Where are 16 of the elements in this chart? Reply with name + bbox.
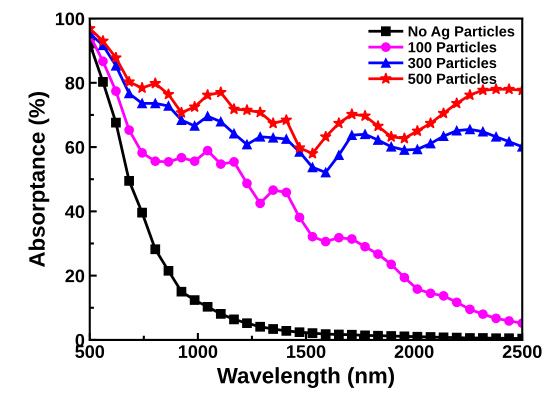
legend-label: No Ag Particles bbox=[408, 26, 514, 40]
y-axis-title: Absorptance (%) bbox=[28, 92, 50, 267]
y-tick-label: 60 bbox=[65, 141, 84, 154]
y-tick-label: 80 bbox=[65, 76, 84, 90]
x-tick-label: 2000 bbox=[394, 345, 434, 358]
y-tick-label: 20 bbox=[65, 270, 84, 282]
x-tick-label: 1500 bbox=[287, 345, 326, 358]
x-axis-title: Wavelength (nm) bbox=[216, 367, 394, 388]
y-tick-label: 40 bbox=[65, 205, 84, 218]
x-tick-label: 500 bbox=[75, 345, 104, 358]
y-tick-label: 100 bbox=[56, 12, 84, 26]
legend-label: 100 Particles bbox=[408, 42, 496, 52]
x-tick-label: 2500 bbox=[502, 345, 542, 358]
x-tick-label: 1000 bbox=[178, 345, 218, 358]
legend-label: 300 Particles bbox=[408, 57, 496, 68]
legend-label: 500 Particles bbox=[408, 73, 496, 84]
